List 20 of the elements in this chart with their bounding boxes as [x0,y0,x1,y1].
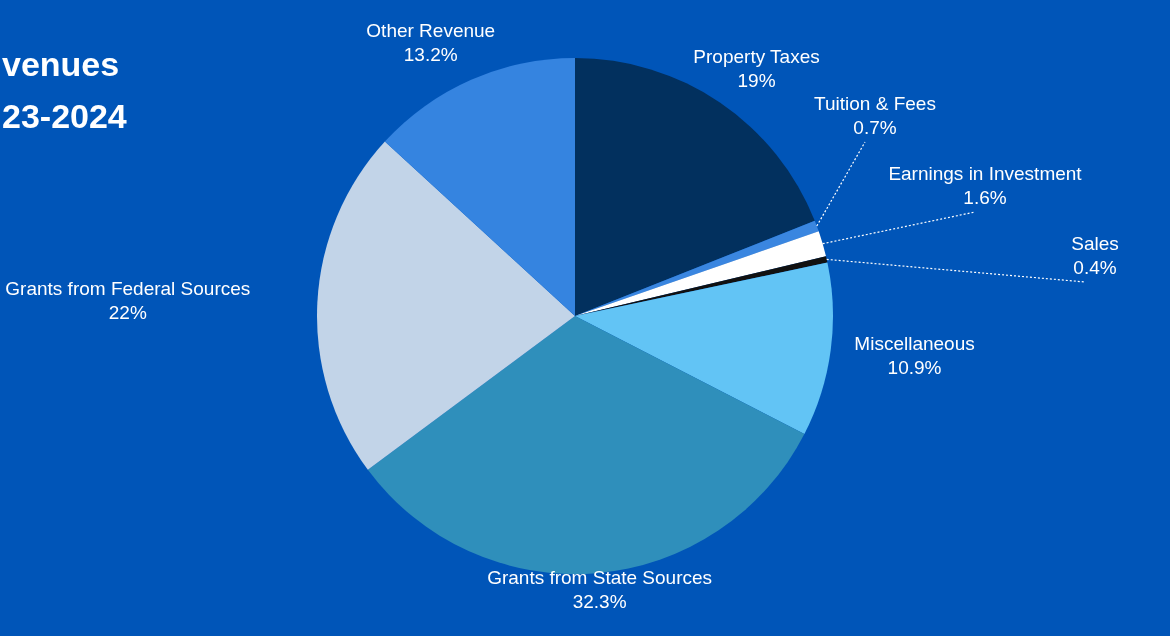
data-label: 19% [737,70,776,92]
slice-label: Sales [1071,233,1119,254]
pie-slice [575,262,833,435]
data-label: 22% [108,301,147,323]
slice-label: Tuition & Fees [814,93,936,114]
slice-label: Other Revenue [366,20,496,42]
data-label: 32.3% [572,591,627,612]
data-label: 1.6% [963,187,1007,208]
text: 23-2024 [2,97,127,135]
text: venues [2,45,120,83]
slice-label: Miscellaneous [854,332,975,354]
slice-label: Grants from Federal Sources [5,277,251,299]
data-label: 10.9% [887,356,942,378]
data-label: 0.7% [853,117,897,138]
data-label: 0.4% [1073,257,1117,278]
pie-slice [317,141,575,470]
slice-label: Grants from State Sources [487,567,713,588]
slice-label: Property Taxes [693,46,820,68]
data-label: 13.2% [403,44,458,66]
slice-label: Earnings in Investment [888,163,1083,184]
